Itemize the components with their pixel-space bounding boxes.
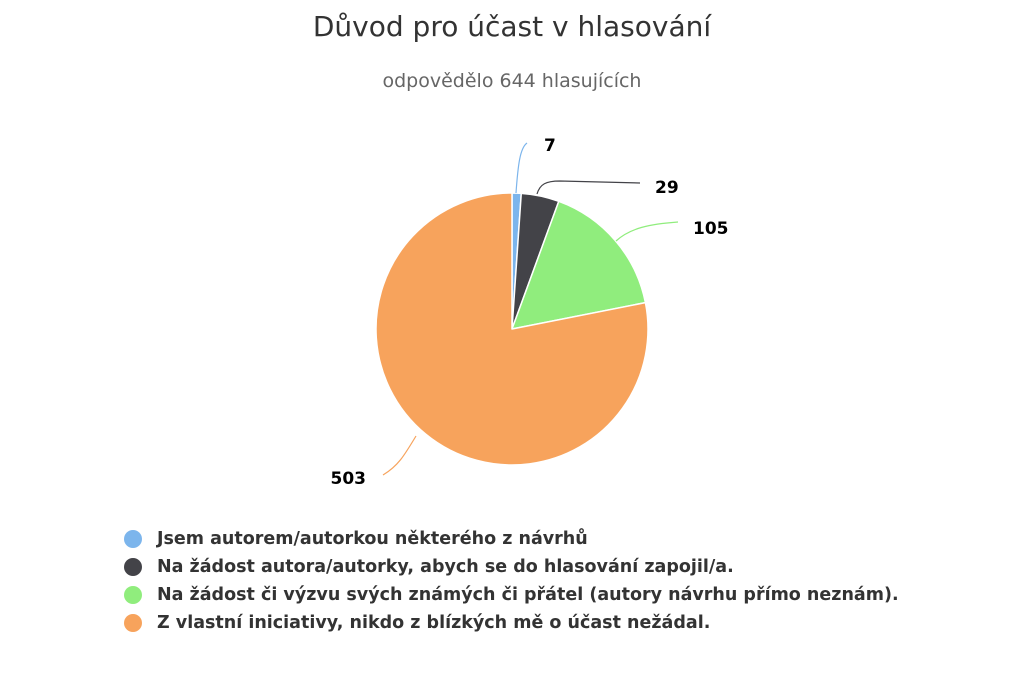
connector-own-initiative [382,435,417,476]
connector-friends-request [615,221,679,242]
legend-item-author[interactable]: Jsem autorem/autorkou některého z návrhů [124,525,899,553]
legend-item-friends-request[interactable]: Na žádost či výzvu svých známých či přát… [124,581,899,609]
pie-slice-friends-request[interactable] [511,200,647,330]
chart-subtitle: odpovědělo 644 hlasujících [382,70,642,92]
connector-author [515,142,528,194]
data-label-author-request: 29 [655,178,679,198]
connector-author-request [536,180,641,195]
legend-label-friends-request: Na žádost či výzvu svých známých či přát… [157,585,899,605]
chart-title: Důvod pro účast v hlasování [312,10,712,43]
data-label-author: 7 [544,136,556,156]
legend-marker-author-request [124,558,142,576]
pie-slice-own-initiative[interactable] [375,192,649,466]
legend-label-own-initiative: Z vlastní iniciativy, nikdo z blízkých m… [157,613,711,633]
legend-label-author-request: Na žádost autora/autorky, abych se do hl… [157,557,734,577]
data-label-friends-request: 105 [693,219,729,239]
legend: Jsem autorem/autorkou některého z návrhů… [124,525,899,637]
legend-marker-own-initiative [124,614,142,632]
legend-item-own-initiative[interactable]: Z vlastní iniciativy, nikdo z blízkých m… [124,609,899,637]
legend-item-author-request[interactable]: Na žádost autora/autorky, abych se do hl… [124,553,899,581]
legend-marker-friends-request [124,586,142,604]
data-label-own-initiative: 503 [331,469,367,489]
legend-marker-author [124,530,142,548]
legend-label-author: Jsem autorem/autorkou některého z návrhů [157,529,588,549]
